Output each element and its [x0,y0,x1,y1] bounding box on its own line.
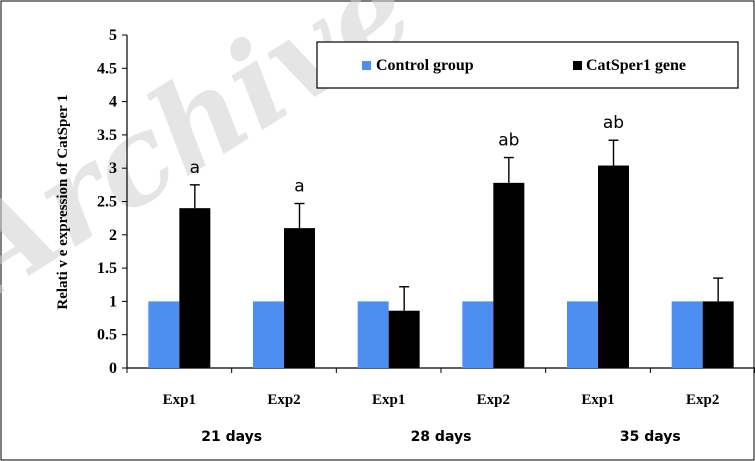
y-tick-label: 1.5 [97,260,117,277]
y-tick-label: 3 [109,160,117,177]
legend: Control group CatSper1 gene [316,41,739,89]
significance-label: ab [498,131,519,151]
significance-label: ab [603,113,624,133]
bar-catsper1-gene [493,182,525,368]
y-tick-label: 5 [109,27,117,44]
y-tick-label: 2 [109,227,117,244]
axes [122,34,755,373]
legend-label-control: Control group [376,57,474,74]
y-axis-title: Relati v e expression of CatSper 1 [55,94,71,309]
legend-label-catsper: CatSper1 gene [586,57,686,74]
bar-catsper1-gene [702,301,734,368]
bar-catsper1-gene [284,228,315,368]
y-tick-label: 0.5 [97,327,117,344]
labels: 0 0.5 1 1.5 2 2.5 3 3.5 4 4.5 5 a Exp1 a Exp2 Exp1 ab Exp… [97,27,719,445]
x-group-label: 35 days [620,429,681,445]
bar-control-group [671,301,703,368]
x-category-label: Exp1 [163,392,196,408]
x-group-label: 28 days [411,429,472,445]
bar-control-group [357,301,389,368]
y-tick-label: 2.5 [97,194,117,211]
y-tick-label: 3.5 [97,127,117,144]
x-category-label: Exp1 [372,392,405,408]
legend-box [316,41,739,89]
y-tick-label: 4 [109,94,117,111]
bar-catsper1-gene [388,310,420,368]
legend-swatch-catsper [573,61,582,70]
x-category-label: Exp1 [581,392,614,408]
bar-control-group [148,301,180,368]
x-category-label: Exp2 [686,392,719,408]
y-tick-label: 1 [109,293,117,310]
significance-label: a [190,158,200,178]
legend-swatch-control [362,61,371,70]
bar-control-group [253,301,284,368]
bar-control-group [567,301,598,368]
x-category-label: Exp2 [267,392,300,408]
y-tick-label: 0 [109,360,117,377]
x-category-label: Exp2 [477,392,510,408]
bar-catsper1-gene [179,208,211,368]
bar-catsper1-gene [598,165,629,368]
bars [148,139,734,368]
x-group-label: 21 days [201,429,262,445]
significance-label: a [294,176,304,196]
y-tick-label: 4.5 [97,60,117,77]
bar-control-group [462,301,494,368]
